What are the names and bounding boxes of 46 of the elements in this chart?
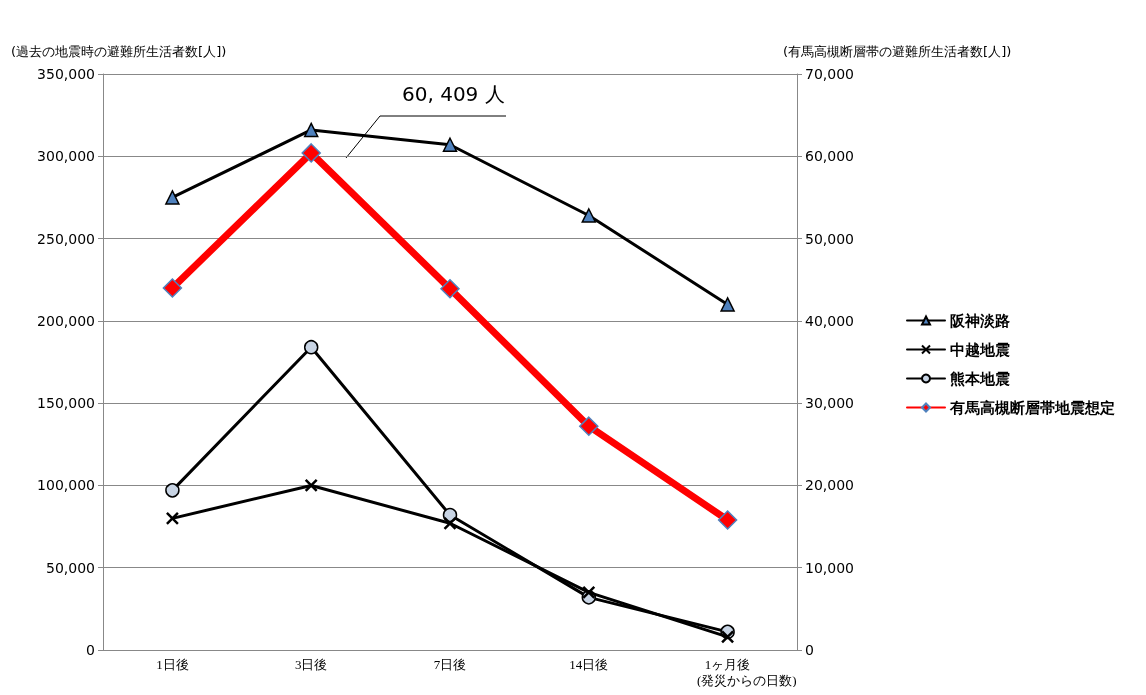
y2-tick-label: 30,000: [805, 395, 854, 412]
legend-label: 中越地震: [950, 340, 1010, 359]
point: [165, 483, 180, 498]
point: [442, 137, 458, 153]
y2-tick-label: 20,000: [805, 477, 854, 494]
y-axis-title: (過去の地震時の避難所生活者数[人]): [11, 44, 227, 59]
point: [443, 516, 457, 531]
x-tick-label: 7日後: [433, 657, 467, 672]
point: [303, 339, 319, 355]
point: [581, 208, 597, 223]
legend-label: 熊本地震: [950, 369, 1010, 388]
y2-tick-label: 40,000: [805, 312, 854, 329]
y-tick-label: 100,000: [37, 477, 95, 494]
y2-axis-title: (有馬高槻断層帯の避難所生活者数[人]): [783, 44, 1012, 59]
y-tick-label: 50,000: [46, 559, 95, 576]
y-tick-label: 300,000: [37, 148, 95, 165]
point: [717, 510, 738, 530]
x-tick-label: 3日後: [294, 657, 328, 672]
x-axis-title: (発災からの日数): [697, 673, 797, 688]
y2-tick-label: 60,000: [805, 148, 854, 165]
y-tick-label: 350,000: [37, 66, 95, 82]
point: [301, 143, 321, 163]
point: [440, 279, 460, 299]
point: [304, 478, 318, 493]
point: [582, 585, 596, 600]
point: [162, 278, 183, 298]
y2-tick-label: 50,000: [805, 230, 854, 247]
y2-tick-label: 70,000: [805, 66, 854, 82]
point: [303, 122, 319, 138]
point: [720, 297, 735, 312]
y-tick-label: 250,000: [37, 230, 95, 247]
x-tick-label: 1日後: [156, 657, 189, 672]
legend-label: 阪神淡路: [950, 311, 1010, 330]
y-tick-label: 0: [86, 642, 95, 658]
point: [579, 416, 599, 436]
y2-tick-label: 0: [805, 642, 814, 658]
point: [165, 511, 180, 526]
annotation: 60, 409 人: [402, 82, 505, 106]
y-tick-label: 150,000: [37, 395, 95, 412]
point: [165, 190, 180, 205]
x-tick-label: 1ヶ月後: [704, 657, 751, 672]
x-tick-label: 14日後: [569, 657, 609, 672]
point: [720, 630, 735, 644]
y-tick-label: 200,000: [37, 312, 95, 329]
legend-label: 有馬高槻断層帯地震想定: [949, 398, 1115, 417]
y2-tick-label: 10,000: [805, 559, 854, 576]
